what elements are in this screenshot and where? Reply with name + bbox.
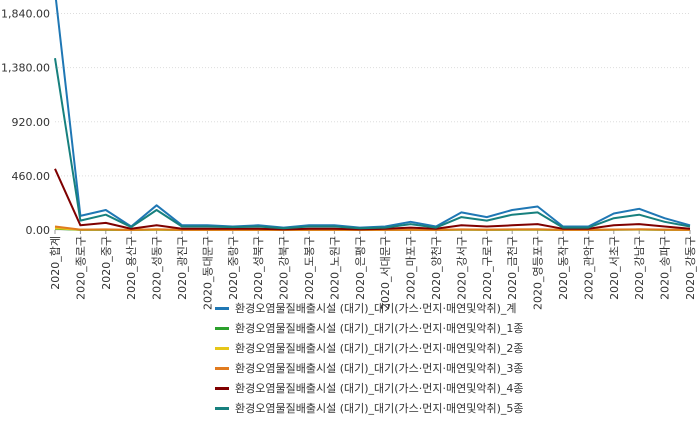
series-line-5 — [54, 168, 691, 231]
series-line-1 — [54, 0, 691, 229]
legend-swatch — [215, 326, 229, 330]
gridlines — [55, 13, 690, 231]
legend-label: 환경오염물질배출시설 (대기)_대기(가스·먼지·매연및악취)_5종 — [235, 402, 524, 415]
x-tick-label: 2020_관악구 — [582, 236, 595, 300]
x-tick-label: 2020_금천구 — [505, 236, 519, 300]
x-tick-label: 2020_양천구 — [429, 236, 443, 300]
y-tick-label: 1,840.00 — [1, 8, 50, 21]
series-line-6 — [54, 58, 691, 230]
x-tick-label: 2020_은평구 — [354, 236, 367, 300]
legend-swatch — [215, 406, 229, 410]
legend-swatch — [215, 346, 229, 350]
x-tick-label: 2020_용산구 — [125, 236, 138, 300]
legend-label: 환경오염물질배출시설 (대기)_대기(가스·먼지·매연및악취)_계 — [235, 302, 517, 315]
legend-swatch — [215, 386, 229, 390]
x-axis: 2020_합계 2020_종로구 2020_중구 2020_용산구 2020_성동구 20… — [49, 230, 697, 310]
x-tick-label: 2020_성동구 — [151, 236, 164, 300]
x-tick-label: 2020_강남구 — [633, 236, 646, 300]
x-tick-label: 2020_합계 — [49, 236, 62, 290]
x-tick-label: 2020_중랑구 — [227, 236, 240, 300]
x-tick-label: 2020_광진구 — [176, 236, 189, 300]
x-tick-label: 2020_종로구 — [74, 236, 87, 300]
x-tick-label: 2020_강서구 — [455, 236, 468, 300]
x-tick-label: 2020_마포구 — [405, 236, 418, 300]
legend-item[interactable]: 환경오염물질배출시설 (대기)_대기(가스·먼지·매연및악취)_4종 — [215, 378, 524, 398]
legend-item[interactable]: 환경오염물질배출시설 (대기)_대기(가스·먼지·매연및악취)_5종 — [215, 398, 524, 418]
x-tick-label: 2020_송파구 — [659, 236, 672, 300]
y-tick-label: 920.00 — [12, 116, 51, 129]
x-tick-label: 2020_강북구 — [278, 236, 291, 300]
x-tick-label: 2020_도봉구 — [303, 236, 316, 300]
x-tick-label: 2020_성북구 — [252, 236, 265, 300]
x-tick-label: 2020_강동구 — [684, 236, 697, 300]
x-tick-label: 2020_동대문구 — [201, 236, 214, 310]
legend-swatch — [215, 306, 229, 310]
legend-label: 환경오염물질배출시설 (대기)_대기(가스·먼지·매연및악취)_4종 — [235, 382, 524, 395]
y-tick-label: 0.00 — [26, 224, 51, 237]
legend-item[interactable]: 환경오염물질배출시설 (대기)_대기(가스·먼지·매연및악취)_1종 — [215, 318, 524, 338]
legend-item[interactable]: 환경오염물질배출시설 (대기)_대기(가스·먼지·매연및악취)_3종 — [215, 358, 524, 378]
legend-label: 환경오염물질배출시설 (대기)_대기(가스·먼지·매연및악취)_1종 — [235, 322, 524, 335]
y-axis: 0.00 460.00 920.00 1,380.00 1,840.00 — [1, 8, 50, 238]
legend-item[interactable]: 환경오염물질배출시설 (대기)_대기(가스·먼지·매연및악취)_계 — [215, 298, 524, 318]
x-tick-label: 2020_중구 — [100, 236, 113, 290]
x-tick-label: 2020_노원구 — [328, 236, 341, 300]
legend-item[interactable]: 환경오염물질배출시설 (대기)_대기(가스·먼지·매연및악취)_2종 — [215, 338, 524, 358]
y-tick-label: 1,380.00 — [1, 62, 50, 75]
x-tick-label: 2020_동작구 — [557, 236, 570, 300]
legend-swatch — [215, 366, 229, 370]
legend-label: 환경오염물질배출시설 (대기)_대기(가스·먼지·매연및악취)_2종 — [235, 342, 524, 355]
x-tick-label: 2020_구로구 — [481, 236, 494, 300]
legend-label: 환경오염물질배출시설 (대기)_대기(가스·먼지·매연및악취)_3종 — [235, 362, 524, 375]
x-tick-label: 2020_서대문구 — [379, 236, 392, 310]
series-lines — [54, 0, 691, 231]
y-tick-label: 460.00 — [12, 170, 51, 183]
x-tick-label: 2020_영등포구 — [532, 236, 545, 310]
x-tick-label: 2020_서초구 — [608, 236, 621, 300]
